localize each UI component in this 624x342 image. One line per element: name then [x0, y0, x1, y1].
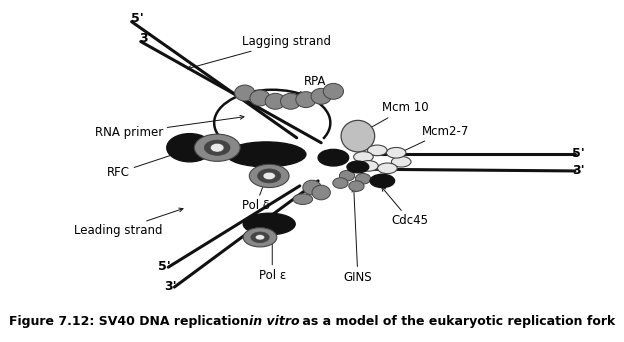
Text: RNA primer: RNA primer	[95, 115, 244, 139]
Text: in vitro: in vitro	[248, 315, 300, 328]
Ellipse shape	[194, 134, 240, 161]
Ellipse shape	[167, 134, 213, 162]
Text: 5': 5'	[158, 260, 170, 273]
Circle shape	[370, 174, 394, 187]
Text: 3': 3'	[139, 32, 152, 45]
Ellipse shape	[341, 120, 374, 152]
Ellipse shape	[250, 164, 289, 187]
Ellipse shape	[356, 173, 371, 184]
Text: RPA: RPA	[291, 75, 326, 99]
Circle shape	[318, 149, 349, 166]
Text: Leading strand: Leading strand	[74, 208, 183, 237]
Ellipse shape	[281, 93, 301, 109]
Text: 5': 5'	[131, 12, 144, 25]
Circle shape	[378, 163, 397, 174]
Ellipse shape	[349, 181, 364, 192]
Ellipse shape	[339, 170, 354, 181]
Circle shape	[391, 156, 411, 167]
Text: Cdc45: Cdc45	[382, 187, 429, 227]
Ellipse shape	[205, 140, 230, 155]
Ellipse shape	[255, 235, 265, 240]
Text: RFC: RFC	[107, 147, 195, 179]
Ellipse shape	[333, 178, 348, 188]
Ellipse shape	[210, 143, 224, 152]
Ellipse shape	[296, 92, 316, 108]
Text: as a model of the eukaryotic replication fork: as a model of the eukaryotic replication…	[298, 315, 615, 328]
Circle shape	[359, 161, 378, 171]
Ellipse shape	[235, 85, 255, 101]
Circle shape	[293, 194, 313, 205]
Text: Mcm2-7: Mcm2-7	[400, 124, 469, 153]
Ellipse shape	[311, 88, 331, 104]
Ellipse shape	[227, 142, 306, 167]
Ellipse shape	[323, 83, 343, 99]
Text: 5': 5'	[572, 147, 585, 160]
Ellipse shape	[303, 180, 321, 195]
Text: 3': 3'	[164, 279, 177, 292]
Text: Figure 7.12: SV40 DNA replication: Figure 7.12: SV40 DNA replication	[9, 315, 253, 328]
Ellipse shape	[263, 172, 275, 180]
Circle shape	[386, 147, 406, 158]
Ellipse shape	[265, 93, 285, 109]
Circle shape	[347, 161, 369, 173]
Text: 3': 3'	[572, 165, 584, 177]
Text: Pol ε: Pol ε	[258, 238, 286, 282]
Ellipse shape	[250, 90, 270, 106]
Ellipse shape	[312, 185, 330, 200]
Circle shape	[368, 145, 387, 156]
Text: Mcm 10: Mcm 10	[363, 102, 429, 132]
Circle shape	[354, 152, 373, 162]
Ellipse shape	[258, 169, 281, 183]
Ellipse shape	[243, 213, 295, 235]
Ellipse shape	[251, 232, 269, 242]
Text: Pol δ: Pol δ	[241, 174, 270, 212]
Text: GINS: GINS	[344, 188, 372, 284]
Ellipse shape	[243, 228, 277, 247]
Text: Lagging strand: Lagging strand	[187, 35, 331, 69]
